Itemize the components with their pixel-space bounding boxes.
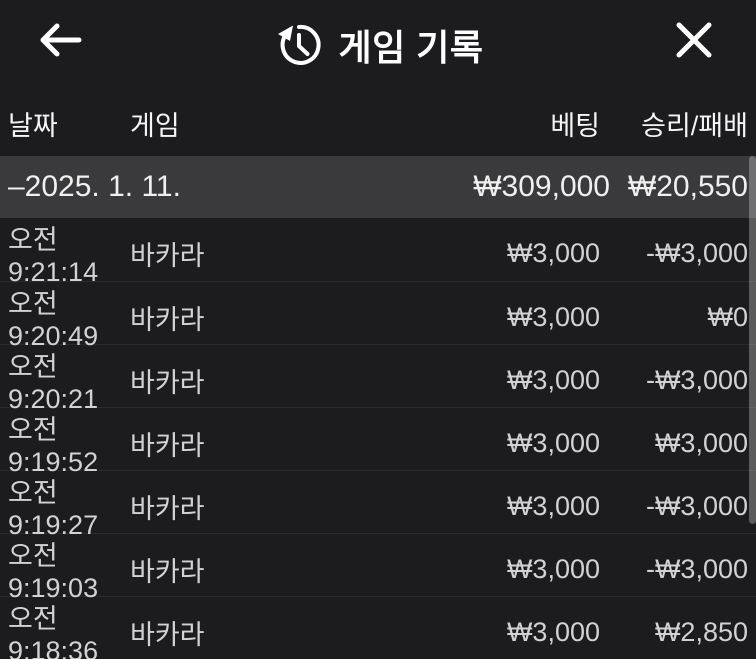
arrow-left-icon bbox=[35, 19, 85, 61]
row-time: 오전 9:20:21 bbox=[8, 352, 99, 414]
row-bet: ₩3,000 bbox=[506, 553, 600, 584]
row-time: 오전 9:18:36 bbox=[8, 604, 99, 659]
header-bar: 게임 기록 bbox=[0, 0, 756, 90]
row-time: 오전 9:21:14 bbox=[8, 225, 99, 287]
row-bet: ₩3,000 bbox=[506, 237, 600, 268]
row-time: 오전 9:19:03 bbox=[8, 541, 99, 603]
row-game: 바카라 bbox=[130, 304, 205, 335]
table-row[interactable]: 오전 9:20:49 바카라 ₩3,000 ₩0 bbox=[0, 281, 756, 351]
title-group: 게임 기록 bbox=[0, 0, 756, 90]
row-game: 바카라 bbox=[130, 556, 205, 587]
row-time: 오전 9:19:27 bbox=[8, 478, 99, 540]
table-row[interactable]: 오전 9:18:36 바카라 ₩3,000 ₩2,850 bbox=[0, 596, 756, 659]
row-game: 바카라 bbox=[130, 493, 205, 524]
row-game: 바카라 bbox=[130, 430, 205, 461]
row-result: ₩0 bbox=[707, 301, 749, 332]
table-row[interactable]: 오전 9:19:27 바카라 ₩3,000 -₩3,000 bbox=[0, 470, 756, 540]
row-bet: ₩3,000 bbox=[506, 616, 600, 647]
row-time: 오전 9:19:52 bbox=[8, 415, 99, 477]
summary-row[interactable]: –2025. 1. 11. ₩309,000 ₩20,550 bbox=[0, 156, 756, 218]
row-result: -₩3,000 bbox=[645, 364, 748, 395]
row-bet: ₩3,000 bbox=[506, 301, 600, 332]
table-row[interactable]: 오전 9:21:14 바카라 ₩3,000 -₩3,000 bbox=[0, 218, 756, 287]
summary-total-bet: ₩309,000 bbox=[473, 170, 610, 203]
table-row[interactable]: 오전 9:19:52 바카라 ₩3,000 ₩3,000 bbox=[0, 407, 756, 477]
close-button[interactable] bbox=[664, 10, 724, 70]
back-button[interactable] bbox=[30, 10, 90, 70]
row-game: 바카라 bbox=[130, 240, 205, 271]
row-game: 바카라 bbox=[130, 619, 205, 650]
column-header-game: 게임 bbox=[130, 110, 180, 141]
close-x-icon bbox=[673, 19, 715, 61]
row-game: 바카라 bbox=[130, 367, 205, 398]
history-clock-icon bbox=[273, 19, 325, 71]
history-row-list: 오전 9:21:14 바카라 ₩3,000 -₩3,000 오전 9:20:49… bbox=[0, 218, 756, 659]
row-result: -₩3,000 bbox=[645, 490, 748, 521]
row-bet: ₩3,000 bbox=[506, 364, 600, 395]
row-result: ₩2,850 bbox=[654, 616, 748, 647]
row-time: 오전 9:20:49 bbox=[8, 289, 99, 351]
summary-total-result: ₩20,550 bbox=[627, 170, 748, 203]
table-row[interactable]: 오전 9:19:03 바카라 ₩3,000 -₩3,000 bbox=[0, 533, 756, 603]
page-title: 게임 기록 bbox=[338, 27, 484, 68]
summary-date-range: –2025. 1. 11. bbox=[8, 170, 181, 203]
row-result: -₩3,000 bbox=[645, 237, 748, 268]
row-result: ₩3,000 bbox=[654, 427, 748, 458]
column-header-bet: 베팅 bbox=[550, 110, 600, 141]
column-header-date: 날짜 bbox=[8, 110, 58, 141]
table-column-headers: 날짜 게임 베팅 승리/패배 bbox=[0, 90, 756, 156]
scrollbar-thumb[interactable] bbox=[749, 156, 756, 524]
table-row[interactable]: 오전 9:20:21 바카라 ₩3,000 -₩3,000 bbox=[0, 344, 756, 414]
row-bet: ₩3,000 bbox=[506, 490, 600, 521]
column-header-result: 승리/패배 bbox=[641, 110, 748, 141]
row-result: -₩3,000 bbox=[645, 553, 748, 584]
row-bet: ₩3,000 bbox=[506, 427, 600, 458]
